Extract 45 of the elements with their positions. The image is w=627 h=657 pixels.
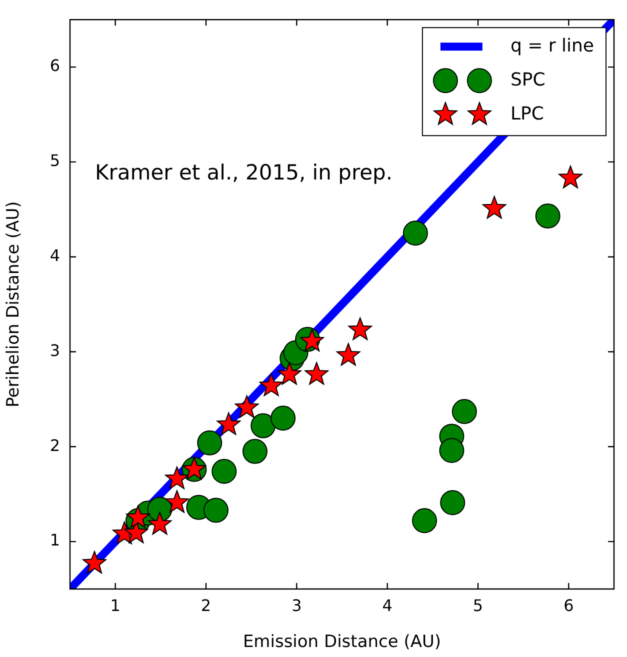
point — [197, 430, 222, 456]
x-tick-label: 1 — [110, 596, 120, 615]
y-axis-title: Perihelion Distance (AU) — [4, 201, 24, 408]
legend-label: LPC — [510, 103, 544, 124]
point — [304, 362, 329, 385]
point — [148, 512, 172, 535]
y-tick-label: 4 — [50, 246, 60, 266]
point — [216, 412, 241, 436]
point — [535, 204, 560, 229]
legend-label: q = r line — [510, 35, 594, 56]
point — [259, 373, 284, 396]
x-axis-title: Emission Distance (AU) — [242, 632, 442, 652]
point — [336, 343, 360, 366]
y-tick-label: 2 — [50, 436, 60, 455]
point — [270, 406, 296, 431]
point — [250, 413, 276, 438]
x-tick-label: 4 — [382, 596, 392, 615]
x-tick-label: 3 — [292, 596, 302, 615]
point — [440, 490, 466, 516]
point — [165, 466, 189, 490]
point — [203, 498, 228, 523]
x-tick-label: 5 — [472, 596, 484, 615]
point — [558, 166, 582, 188]
point — [348, 317, 372, 340]
point — [82, 550, 106, 574]
point — [482, 196, 506, 219]
point — [126, 505, 150, 528]
point — [278, 362, 302, 385]
point — [212, 458, 237, 484]
point — [452, 399, 477, 424]
y-tick-label: 1 — [50, 530, 60, 550]
point — [402, 220, 428, 246]
point — [242, 438, 268, 464]
point — [234, 395, 259, 418]
annotation: Kramer et al., 2015, in prep. — [95, 160, 393, 185]
x-tick-label: 2 — [200, 596, 212, 615]
point — [439, 438, 464, 463]
y-tick-label: 5 — [50, 151, 60, 170]
y-tick-label: 6 — [50, 56, 60, 76]
point — [412, 508, 438, 534]
legend-label: SPC — [510, 69, 546, 90]
point — [300, 328, 324, 352]
y-tick-label: 3 — [50, 340, 60, 360]
point — [165, 490, 189, 513]
x-tick-label: 6 — [564, 596, 574, 615]
